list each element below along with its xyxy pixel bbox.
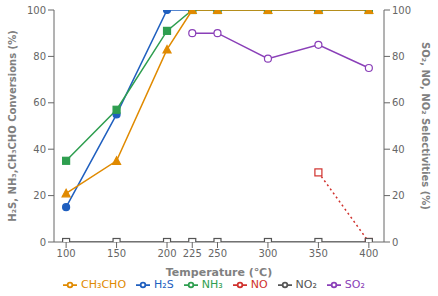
svg-text:60: 60	[392, 97, 405, 108]
svg-text:300: 300	[258, 248, 277, 259]
html-text:SO₂: SO₂	[344, 278, 365, 291]
svg-text:20: 20	[392, 190, 405, 201]
html-text:NH₃: NH₃	[201, 278, 223, 291]
svg-text:40: 40	[392, 144, 405, 155]
html-text:NO: NO	[250, 278, 268, 291]
html-text:NO₂: NO₂	[295, 278, 317, 291]
svg-text:225: 225	[183, 248, 202, 259]
svg-text:H₂S, NH₃,CH₃CHO Conversions (%: H₂S, NH₃,CH₃CHO Conversions (%)	[8, 30, 18, 221]
svg-text:250: 250	[208, 248, 227, 259]
svg-text:SO₂, NO, NO₂ Selectivities (%): SO₂, NO, NO₂ Selectivities (%)	[420, 42, 430, 210]
svg-text:100: 100	[27, 5, 46, 16]
svg-text:350: 350	[309, 248, 328, 259]
html-text:CH₃CHO: CH₃CHO	[81, 278, 127, 291]
svg-text:80: 80	[392, 51, 405, 62]
svg-text:60: 60	[33, 97, 46, 108]
svg-text:0: 0	[392, 237, 398, 248]
svg-text:Temperature (℃): Temperature (℃)	[166, 266, 272, 279]
svg-text:100: 100	[57, 248, 76, 259]
svg-text:0: 0	[40, 237, 46, 248]
svg-text:20: 20	[33, 190, 46, 201]
svg-text:150: 150	[107, 248, 126, 259]
svg-text:100: 100	[392, 5, 411, 16]
svg-text:80: 80	[33, 51, 46, 62]
svg-text:200: 200	[157, 248, 176, 259]
svg-text:40: 40	[33, 144, 46, 155]
svg-text:400: 400	[359, 248, 378, 259]
html-text:H₂S: H₂S	[154, 278, 174, 291]
